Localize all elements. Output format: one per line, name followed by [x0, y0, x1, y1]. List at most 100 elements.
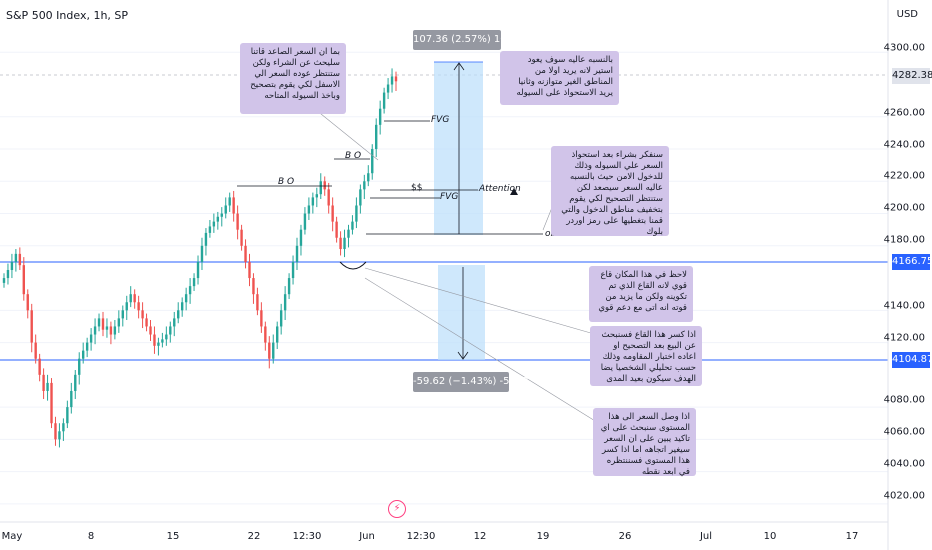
candle-body — [347, 229, 350, 238]
candle-body — [22, 265, 25, 295]
candle-body — [74, 374, 77, 391]
candle-body — [66, 407, 69, 424]
fvg1-label: FVG — [431, 115, 450, 125]
candle-body — [117, 318, 121, 327]
candle-body — [276, 326, 279, 343]
candle-body — [169, 326, 172, 335]
candle-body — [216, 216, 220, 222]
time-tick: 12:30 — [406, 531, 436, 542]
candle-body — [200, 245, 204, 262]
candle-body — [335, 221, 338, 238]
candle-body — [6, 270, 10, 279]
time-tick: 8 — [87, 531, 95, 542]
candle-body — [10, 261, 14, 270]
candle-body — [2, 278, 6, 283]
candle-body — [204, 232, 208, 246]
time-tick: May — [1, 531, 23, 542]
candle-body — [196, 261, 200, 279]
candle-body — [26, 294, 29, 311]
candle-body — [121, 310, 124, 319]
price-tick: 4060.00 — [883, 426, 925, 438]
candle-body — [283, 294, 287, 311]
candle-body — [101, 318, 105, 330]
candle-body — [141, 310, 144, 319]
candle-body — [93, 326, 97, 335]
time-tick: 26 — [618, 531, 632, 542]
candle-body — [394, 76, 398, 82]
candle-body — [228, 197, 231, 206]
measure-down-arrowhead — [457, 351, 469, 360]
candle-body — [149, 326, 152, 335]
bo2-label: B O — [345, 151, 362, 161]
candle-body — [390, 76, 394, 85]
price-tick: 4080.00 — [883, 394, 925, 406]
candle-body — [359, 189, 362, 206]
time-tick: 12:30 — [292, 531, 322, 542]
candle-body — [343, 237, 346, 250]
candle-body — [137, 302, 140, 311]
chart-title: S&P 500 Index, 1h, SP — [6, 9, 129, 22]
candle-body — [295, 245, 299, 262]
fvg2-label: FVG — [440, 192, 459, 202]
candle-body — [382, 92, 386, 109]
candle-body — [244, 245, 247, 262]
candle-body — [307, 205, 311, 214]
measure-up-zone — [434, 62, 483, 235]
attention-label: Attention — [479, 184, 521, 194]
candle-body — [367, 173, 370, 182]
candle-body — [133, 294, 136, 303]
candle-body — [212, 221, 216, 227]
time-tick: Jul — [699, 531, 713, 542]
candle-body — [232, 197, 235, 214]
candle-body — [113, 326, 117, 335]
price-tick: 4260.00 — [883, 107, 925, 119]
candle-body — [192, 278, 196, 287]
candle-body — [311, 197, 315, 206]
note-callout[interactable]: بما ان السعر الصاعد قاتنا سليحث عن الشرا… — [240, 43, 346, 114]
candle-body — [371, 149, 374, 174]
candle-body — [14, 253, 18, 262]
price-tick: 4200.00 — [883, 202, 925, 214]
candle-body — [287, 278, 291, 295]
note-callout[interactable]: اذا كسر هذا القاع فسنبحث عن البيع بعد ال… — [590, 326, 702, 386]
candle-body — [260, 310, 263, 327]
time-tick: 22 — [247, 531, 261, 542]
time-tick: 19 — [536, 531, 550, 542]
candle-body — [252, 278, 255, 295]
candle-body — [97, 318, 101, 327]
note-callout[interactable]: سنفكر بشراء بعد استحواذ السعر علي السيول… — [551, 146, 669, 237]
ob-label: ob — [545, 229, 556, 239]
candle-body — [375, 124, 378, 150]
last-price-label: 4282.38 — [892, 68, 932, 84]
candle-body — [363, 181, 366, 190]
candle-body — [81, 350, 85, 359]
candle-body — [327, 189, 330, 206]
candle-body — [50, 382, 53, 424]
candle-body — [331, 205, 334, 222]
measure-up-label[interactable]: 107.36 (2.57%) 10736 — [413, 30, 526, 50]
candle-body — [78, 358, 81, 375]
measure-down-label[interactable]: -59.62 (−1.43%) -5962 — [413, 372, 529, 392]
candle-body — [355, 205, 358, 222]
candle-body — [264, 326, 267, 343]
candle-body — [62, 423, 65, 432]
candle-body — [184, 294, 188, 303]
measure-up-arrowhead — [453, 62, 465, 71]
candle-body — [224, 205, 227, 214]
candle-body — [54, 423, 57, 440]
note6-connector — [364, 277, 601, 425]
note-callout[interactable]: لاحظ في هذا المكان قاع قوي لانه القاع ال… — [589, 266, 693, 322]
candle-body — [153, 334, 156, 346]
note5-connector — [364, 267, 623, 343]
candle-body — [38, 358, 41, 375]
price-tick: 4120.00 — [883, 332, 925, 344]
note-callout[interactable]: بالنسبه عاليه سوف يعود استير لانه يريد ا… — [500, 51, 619, 105]
candle-body — [157, 342, 160, 346]
candle-body — [303, 213, 307, 230]
candle-body — [220, 213, 223, 217]
note-callout[interactable]: اذا وصل السعر الى هذا المستوى سنبحث على … — [593, 408, 696, 477]
candle-body — [177, 310, 180, 319]
price-tick: 4240.00 — [883, 139, 925, 151]
flash-icon[interactable]: ⚡ — [388, 500, 406, 518]
